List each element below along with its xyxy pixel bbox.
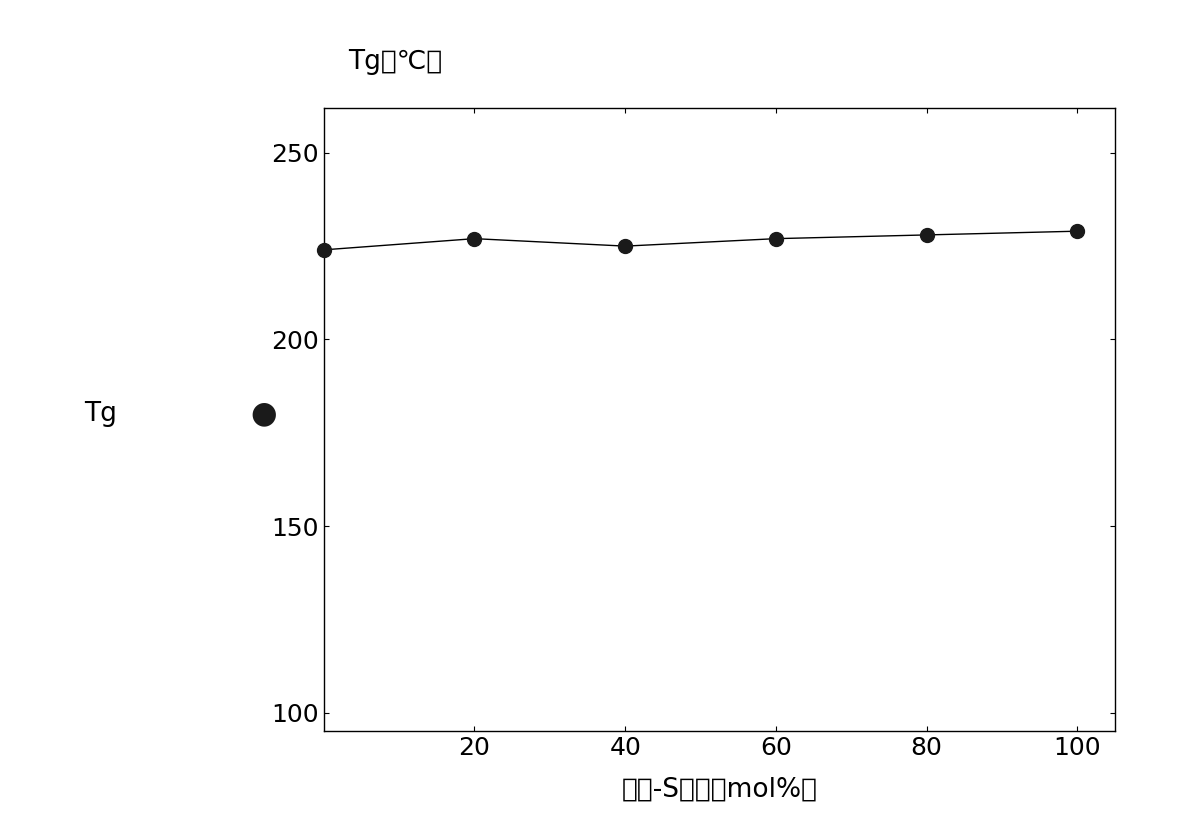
X-axis label: 双酚-S含量（mol%）: 双酚-S含量（mol%） bbox=[621, 777, 818, 803]
Text: Tg: Tg bbox=[84, 401, 116, 427]
Text: Tg（℃）: Tg（℃） bbox=[348, 49, 442, 75]
Text: ●: ● bbox=[251, 400, 277, 429]
